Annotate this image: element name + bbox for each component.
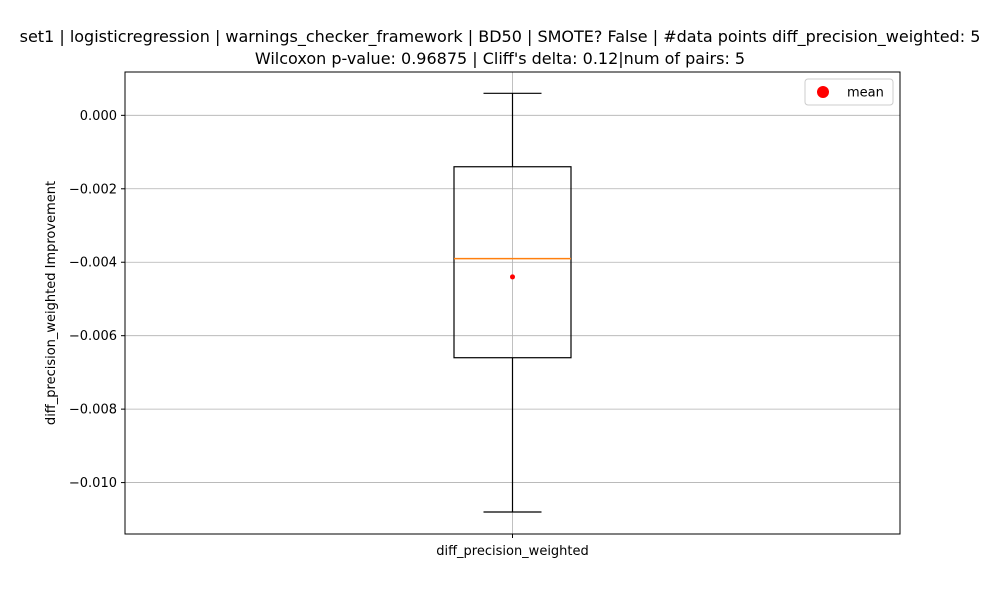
y-tick-label: −0.004 — [69, 256, 117, 271]
iqr-box — [453, 166, 572, 359]
tick-layer: 0.000 −0.002 −0.004 −0.006 −0.008 −0.010 diff_… — [69, 109, 589, 559]
box-plot-layer — [453, 92, 572, 513]
mean-point — [510, 274, 515, 280]
chart-title: set1 | logisticregression | warnings_che… — [0, 26, 1000, 70]
y-tick-label: −0.010 — [69, 476, 117, 491]
y-axis-label: diff_precision_weighted Improvement — [44, 181, 59, 425]
y-tick-label: −0.006 — [69, 329, 117, 344]
legend-marker-mean — [817, 86, 829, 98]
x-tick-label: diff_precision_weighted — [436, 544, 589, 559]
y-tick-label: −0.002 — [69, 182, 117, 197]
y-tick-label: −0.008 — [69, 403, 117, 418]
legend-box — [804, 78, 894, 106]
legend: mean — [804, 78, 894, 106]
chart-title-line-1: set1 | logisticregression | warnings_che… — [19, 27, 981, 46]
chart-title-line-2: Wilcoxon p-value: 0.96875 | Cliff's delt… — [254, 49, 746, 68]
legend-label-mean: mean — [847, 86, 884, 101]
y-tick-label: 0.000 — [80, 109, 117, 124]
